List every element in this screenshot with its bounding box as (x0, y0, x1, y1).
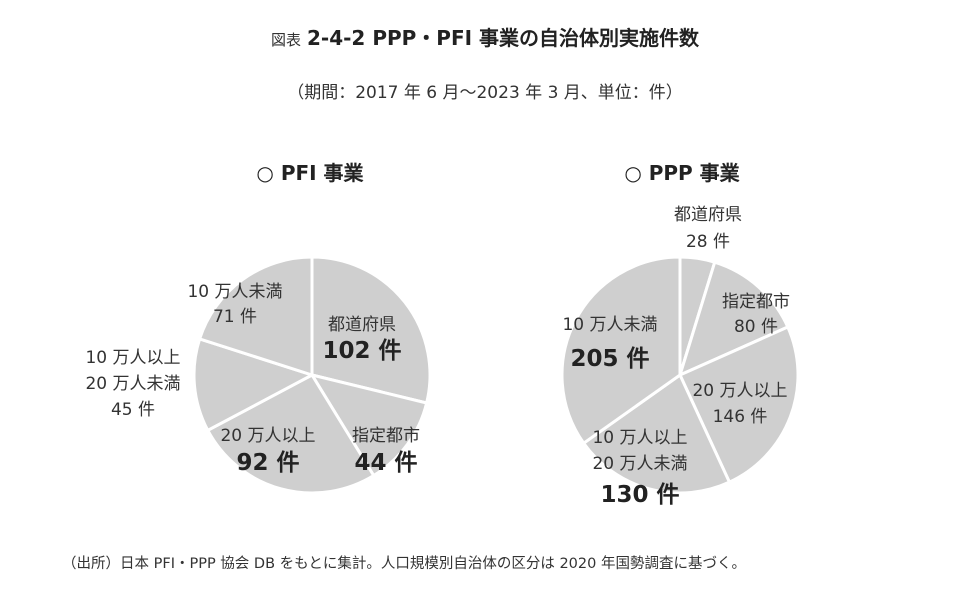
pie-slice (308, 372, 429, 478)
pie-slice (581, 372, 732, 495)
pie-slice (677, 260, 790, 378)
chart-title: ○ PPP 事業 (624, 161, 740, 185)
pie-slice (205, 373, 376, 495)
slice-value-label: 146 件 (713, 407, 768, 427)
slice-label: 都道府県 (674, 205, 742, 225)
slice-label: 指定都市 (722, 292, 790, 312)
figure-title-prefix: 図表 (270, 31, 301, 49)
slice-value-label: 44 件 (354, 450, 417, 476)
slice-value-label: 92 件 (236, 450, 299, 476)
slice-value-label: 71 件 (213, 307, 257, 327)
pie-slice (678, 325, 800, 485)
slice-label: 20 万人以上 (692, 381, 787, 401)
slice-label: 指定都市 (352, 426, 420, 446)
slice-value-label: 28 件 (686, 232, 730, 252)
slice-label: 20 万人以上 (220, 426, 315, 446)
slice-value-label: 130 件 (600, 482, 679, 508)
pie-slice (310, 255, 432, 405)
figure-title: 図表 2-4-2 PPP・PFI 事業の自治体別実施件数 (0, 22, 970, 51)
slice-label: 10 万人未満 (187, 282, 282, 302)
slice-label: 20 万人未満 (85, 374, 180, 394)
slice-label: 10 万人以上 (85, 348, 180, 368)
slice-value-label: 45 件 (111, 400, 155, 420)
figure-title-main: 2-4-2 PPP・PFI 事業の自治体別実施件数 (307, 26, 700, 50)
slice-value-label: 205 件 (570, 346, 649, 372)
pie-slice (560, 255, 682, 446)
slice-value-label: 80 件 (734, 317, 778, 337)
slice-label: 10 万人未満 (562, 315, 657, 335)
pie-slice (192, 337, 316, 433)
slice-value-label: 102 件 (322, 338, 401, 364)
slice-label: 都道府県 (328, 315, 396, 335)
slice-label: 20 万人未満 (592, 454, 687, 474)
figure-subtitle: （期間：2017 年 6 月～2023 年 3 月、単位：件） (287, 83, 683, 103)
pie-slice (197, 255, 314, 378)
source-note: （出所）日本 PFI・PPP 協会 DB をもとに集計。人口規模別自治体の区分は… (62, 556, 746, 572)
slice-label: 10 万人以上 (592, 428, 687, 448)
chart-title: ○ PFI 事業 (256, 161, 364, 185)
